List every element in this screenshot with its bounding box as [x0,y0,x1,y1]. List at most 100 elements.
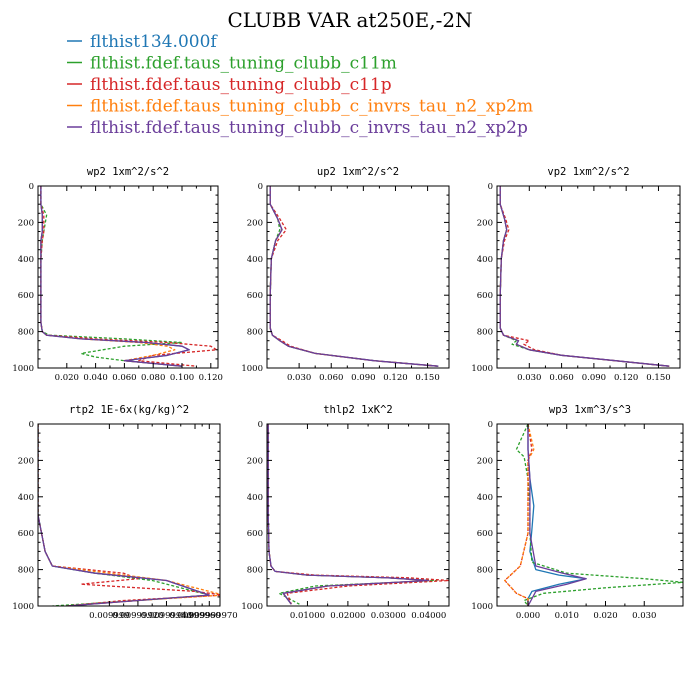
plot-frame [496,423,684,607]
series-line [40,186,190,367]
x-tick-label: 0.150 [646,373,670,383]
x-tick-label: 0.060 [319,373,343,383]
y-tick-label: 1000 [471,602,493,612]
plot-frame [37,423,221,607]
series-line [515,424,683,606]
legend-entry: flthist.fdef.taus_tuning_clubb_c11p [67,75,392,95]
y-tick-label: 0 [29,420,34,430]
y-tick-label: 800 [477,566,493,576]
x-tick-label: 0.030 [287,373,311,383]
y-tick-label: 1000 [12,364,34,374]
x-tick-label: 0.090 [351,373,375,383]
chart-panel: rtp2 1E-6x(kg/kg)^2 0 200 400 600 800 1000 0.00… [12,404,237,621]
x-tick-label: 0.020 [55,373,79,383]
legend-label: flthist.fdef.taus_tuning_clubb_c_invrs_t… [90,97,533,117]
x-tick-label: 0.060 [549,373,573,383]
y-tick-label: 600 [247,291,263,301]
y-tick-label: 200 [18,456,34,466]
legend-label: flthist.fdef.taus_tuning_clubb_c11p [90,75,392,95]
legend-entry: flthist.fdef.taus_tuning_clubb_c_invrs_t… [67,97,533,117]
chart-panel: vp2 1xm^2/s^2 0 200 400 600 800 1000 0.030 0.060… [471,166,681,383]
series-group [504,424,683,606]
chart-panel: thlp2 1xK^2 0 200 400 600 800 1000 0.01000 0.020… [241,404,450,621]
x-tick-label: 0.03000 [371,611,406,621]
legend-entry: flthist.fdef.taus_tuning_clubb_c_invrs_t… [67,118,528,138]
series-line [499,186,670,367]
y-tick-label: 0 [258,420,263,430]
plot-frame [37,185,219,369]
x-tick-label: 0.02000 [330,611,365,621]
y-tick-label: 200 [477,456,493,466]
x-tick-label: 0.00999960 [169,611,220,621]
series-line [269,186,439,367]
panels: wp2 1xm^2/s^2 0 200 400 600 800 1000 0.020 0.040… [12,166,684,621]
y-tick-label: 400 [247,255,263,265]
y-tick-label: 800 [247,328,263,338]
chart-panel: wp2 1xm^2/s^2 0 200 400 600 800 1000 0.020 0.040… [12,166,223,383]
series-line [267,424,430,605]
series-line [267,424,430,605]
y-tick-label: 600 [477,291,493,301]
y-tick-label: 800 [477,328,493,338]
series-line [499,186,670,367]
y-tick-label: 400 [477,493,493,503]
y-tick-label: 0 [488,420,493,430]
x-tick-label: 0.04000 [411,611,446,621]
chart-panel: up2 1xm^2/s^2 0 200 400 600 800 1000 0.030 0.060… [241,166,450,383]
series-line [269,186,439,367]
y-tick-label: 1000 [241,364,263,374]
series-line [267,424,430,605]
y-tick-label: 600 [18,291,34,301]
panel-title: rtp2 1E-6x(kg/kg)^2 [69,404,189,416]
panel-title: wp2 1xm^2/s^2 [87,166,169,178]
series-line [527,424,587,606]
figure-title: CLUBB VAR at250E,-2N [227,8,472,32]
y-tick-label: 800 [18,328,34,338]
chart-panel: wp3 1xm^3/s^3 0 200 400 600 800 1000 0.000 0.010… [471,404,684,621]
series-line [499,186,670,367]
x-tick-label: 0.150 [415,373,439,383]
series-line [40,186,218,367]
legend-label: flthist.fdef.taus_tuning_clubb_c11m [90,54,397,74]
y-tick-label: 1000 [241,602,263,612]
y-tick-label: 600 [247,529,263,539]
series-line [269,186,439,367]
series-line [38,424,220,606]
y-tick-label: 1000 [471,364,493,374]
plot-frame [496,185,681,369]
y-tick-label: 0 [488,182,493,192]
x-tick-label: 0.009999 [89,611,130,621]
panel-title: thlp2 1xK^2 [323,404,393,416]
y-tick-label: 600 [477,529,493,539]
x-tick-label: 0.00999940 [141,611,192,621]
x-tick-label: 0.020 [593,611,617,621]
y-tick-label: 800 [247,566,263,576]
series-group [269,186,439,367]
series-line [38,424,210,606]
series-line [38,424,210,606]
panel-title: vp2 1xm^2/s^2 [547,166,629,178]
y-tick-label: 200 [18,218,34,228]
x-tick-label: 0.090 [582,373,606,383]
x-tick-label: 0.010 [555,611,579,621]
x-tick-label: 0.030 [517,373,541,383]
x-tick-label: 0.120 [199,373,223,383]
series-line [40,186,190,367]
x-tick-label: 0.040 [83,373,107,383]
x-tick-label: 0.030 [632,611,656,621]
y-tick-label: 0 [258,182,263,192]
series-line [504,424,535,606]
y-tick-label: 400 [18,493,34,503]
x-tick-label: 0.120 [614,373,638,383]
x-tick-label: 0.009999970 [181,611,238,621]
legend-entry: flthist.fdef.taus_tuning_clubb_c11m [67,54,397,74]
legend-label: flthist.fdef.taus_tuning_clubb_c_invrs_t… [90,118,528,138]
legend: flthist134.000fflthist.fdef.taus_tuning_… [67,32,533,138]
y-tick-label: 0 [29,182,34,192]
series-line [499,186,670,367]
plot-frame [266,185,450,369]
series-group [499,186,670,367]
x-tick-label: 0.000 [516,611,540,621]
x-tick-label: 0.00999920 [112,611,163,621]
